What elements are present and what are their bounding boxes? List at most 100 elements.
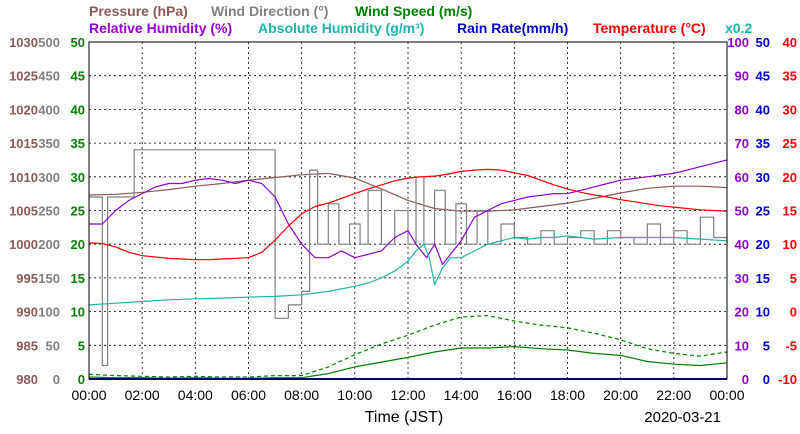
tick-label-relative-humidity: 30 bbox=[735, 271, 749, 286]
tick-label-temperature: 25 bbox=[783, 136, 797, 151]
tick-label-pressure: 980 bbox=[16, 372, 38, 387]
chart-date: 2020-03-21 bbox=[644, 409, 721, 426]
legend-rain-rate: Rain Rate(mm/h) bbox=[457, 20, 568, 36]
tick-label-rain-rate: 5 bbox=[763, 338, 770, 353]
tick-label-pressure: 1000 bbox=[9, 237, 38, 252]
tick-label-wind-speed: 50 bbox=[71, 35, 85, 50]
legend-wind-speed: Wind Speed (m/s) bbox=[355, 3, 472, 19]
tick-label-relative-humidity: 60 bbox=[735, 170, 749, 185]
tick-label-pressure: 1015 bbox=[9, 136, 38, 151]
x-tick-label: 02:00 bbox=[125, 387, 160, 403]
tick-label-temperature: 5 bbox=[790, 271, 797, 286]
tick-label-relative-humidity: 40 bbox=[735, 237, 749, 252]
tick-label-wind-direction: 400 bbox=[38, 102, 60, 117]
tick-label-pressure: 1005 bbox=[9, 204, 38, 219]
plot-frame bbox=[88, 41, 728, 380]
x-axis-label: Time (JST) bbox=[365, 409, 444, 426]
tick-label-pressure: 1025 bbox=[9, 69, 38, 84]
tick-label-wind-direction: 300 bbox=[38, 170, 60, 185]
tick-label-relative-humidity: 70 bbox=[735, 136, 749, 151]
tick-label-rain-rate: 10 bbox=[756, 305, 770, 320]
tick-label-wind-direction: 250 bbox=[38, 204, 60, 219]
tick-label-wind-speed: 25 bbox=[71, 204, 85, 219]
x-tick-label: 08:00 bbox=[284, 387, 319, 403]
tick-label-wind-speed: 20 bbox=[71, 237, 85, 252]
tick-label-rain-rate: 20 bbox=[756, 237, 770, 252]
tick-label-rain-rate: 15 bbox=[756, 271, 770, 286]
tick-label-relative-humidity: 80 bbox=[735, 102, 749, 117]
tick-label-wind-direction: 500 bbox=[38, 35, 60, 50]
tick-label-pressure: 995 bbox=[16, 271, 38, 286]
tick-label-relative-humidity: 20 bbox=[735, 305, 749, 320]
tick-label-rain-rate: 50 bbox=[756, 35, 770, 50]
tick-label-rain-rate: 35 bbox=[756, 136, 770, 151]
tick-label-temperature: 10 bbox=[783, 237, 797, 252]
series-line-wind-speed-m-s-average bbox=[88, 346, 728, 379]
tick-label-temperature: 35 bbox=[783, 69, 797, 84]
tick-label-rain-rate: 0 bbox=[763, 372, 770, 387]
series-layer bbox=[88, 149, 728, 380]
tick-label-relative-humidity: 100 bbox=[727, 35, 749, 50]
x-tick-label: 22:00 bbox=[656, 387, 691, 403]
tick-label-temperature: -10 bbox=[778, 372, 797, 387]
tick-label-rain-rate: 40 bbox=[756, 102, 770, 117]
tick-label-temperature: 30 bbox=[783, 102, 797, 117]
legend-absolute-humidity-scale: x0.2 bbox=[725, 20, 752, 36]
tick-label-wind-direction: 200 bbox=[38, 237, 60, 252]
x-tick-label: 12:00 bbox=[390, 387, 425, 403]
tick-label-pressure: 1020 bbox=[9, 102, 38, 117]
tick-label-relative-humidity: 50 bbox=[735, 204, 749, 219]
grid bbox=[89, 42, 727, 379]
tick-label-wind-direction: 150 bbox=[38, 271, 60, 286]
tick-label-temperature: 20 bbox=[783, 170, 797, 185]
legend-pressure: Pressure (hPa) bbox=[89, 3, 188, 19]
tick-label-wind-direction: 0 bbox=[53, 372, 60, 387]
x-tick-label: 00:00 bbox=[709, 387, 744, 403]
tick-label-temperature: 40 bbox=[783, 35, 797, 50]
tick-label-pressure: 1010 bbox=[9, 170, 38, 185]
tick-label-temperature: 0 bbox=[790, 305, 797, 320]
axis-ticks: 1030102510201015101010051000995990985980… bbox=[9, 35, 797, 403]
tick-label-wind-speed: 0 bbox=[78, 372, 85, 387]
tick-label-wind-speed: 40 bbox=[71, 102, 85, 117]
series-line-relative-humidity bbox=[89, 159, 728, 265]
tick-label-rain-rate: 45 bbox=[756, 69, 770, 84]
tick-label-wind-direction: 450 bbox=[38, 69, 60, 84]
series-line-wind-speed-m-s-gust bbox=[88, 315, 728, 378]
tick-label-wind-speed: 45 bbox=[71, 69, 85, 84]
x-tick-label: 06:00 bbox=[231, 387, 266, 403]
tick-label-wind-speed: 30 bbox=[71, 170, 85, 185]
tick-label-temperature: 15 bbox=[783, 204, 797, 219]
tick-label-wind-speed: 15 bbox=[71, 271, 85, 286]
tick-label-relative-humidity: 0 bbox=[742, 372, 749, 387]
tick-label-wind-speed: 35 bbox=[71, 136, 85, 151]
x-tick-label: 16:00 bbox=[497, 387, 532, 403]
x-tick-label: 18:00 bbox=[550, 387, 585, 403]
tick-label-wind-direction: 50 bbox=[46, 338, 60, 353]
tick-label-pressure: 1030 bbox=[9, 35, 38, 50]
x-tick-label: 00:00 bbox=[71, 387, 106, 403]
series-line-temperature-c bbox=[88, 168, 728, 261]
legend-temperature: Temperature (°C) bbox=[593, 20, 706, 36]
x-tick-label: 10:00 bbox=[337, 387, 372, 403]
tick-label-rain-rate: 25 bbox=[756, 204, 770, 219]
tick-label-wind-direction: 350 bbox=[38, 136, 60, 151]
tick-label-temperature: -5 bbox=[785, 338, 797, 353]
legend-wind-direction: Wind Direction (°) bbox=[211, 3, 328, 19]
x-tick-label: 14:00 bbox=[444, 387, 479, 403]
series-line-pressure-hpa bbox=[88, 172, 728, 212]
x-tick-label: 20:00 bbox=[603, 387, 638, 403]
tick-label-pressure: 990 bbox=[16, 305, 38, 320]
tick-label-rain-rate: 30 bbox=[756, 170, 770, 185]
tick-label-wind-speed: 10 bbox=[71, 305, 85, 320]
tick-label-wind-direction: 100 bbox=[38, 305, 60, 320]
legend-relative-humidity: Relative Humidity (%) bbox=[89, 20, 232, 36]
legend-absolute-humidity: Absolute Humidity (g/m³) bbox=[258, 20, 424, 36]
tick-label-relative-humidity: 90 bbox=[735, 69, 749, 84]
x-tick-label: 04:00 bbox=[178, 387, 213, 403]
tick-label-relative-humidity: 10 bbox=[735, 338, 749, 353]
tick-label-pressure: 985 bbox=[16, 338, 38, 353]
series-line-absolute-humidity-g-m-x0-2 bbox=[88, 235, 728, 306]
